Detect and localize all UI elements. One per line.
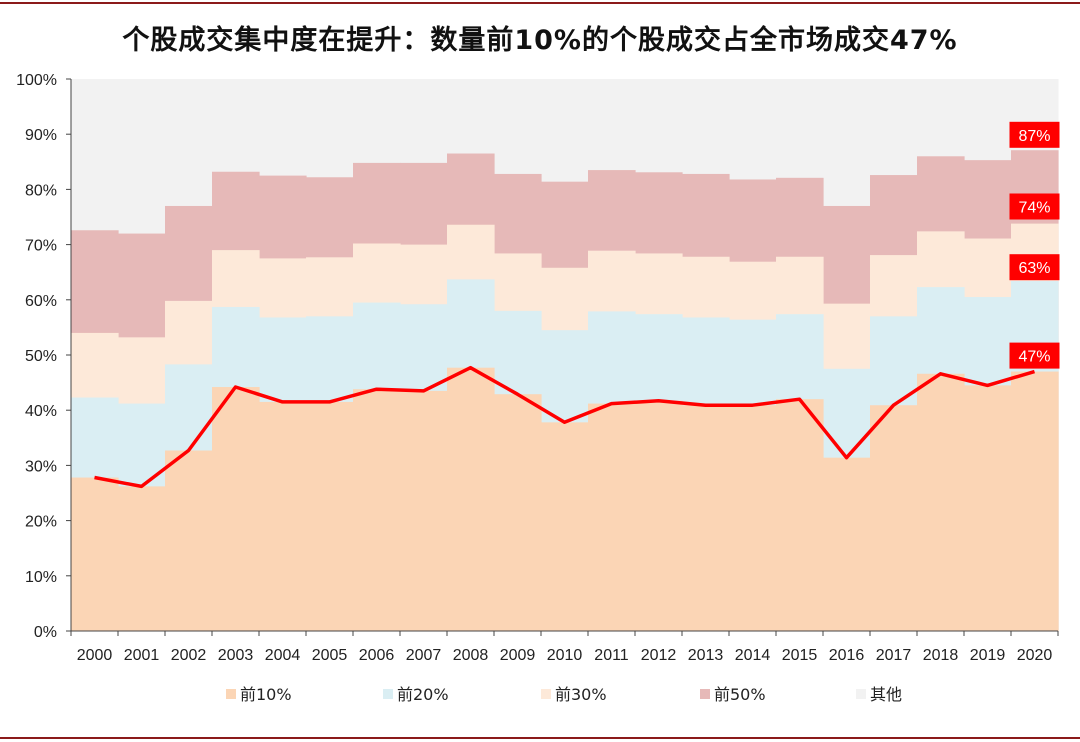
legend-label-top50: 前50%	[714, 685, 766, 704]
x-tick-label: 2013	[688, 647, 724, 664]
x-tick-label: 2012	[641, 647, 677, 664]
x-tick-label: 2005	[312, 647, 348, 664]
callout-label: 47%	[1018, 349, 1050, 366]
x-tick-label: 2009	[500, 647, 536, 664]
y-tick-label: 10%	[25, 569, 57, 586]
x-tick-label: 2003	[218, 647, 254, 664]
x-tick-label: 2007	[406, 647, 442, 664]
x-tick-label: 2017	[876, 647, 912, 664]
area-layer-top10	[71, 367, 1059, 631]
callout-box-1	[1009, 193, 1060, 220]
legend-label-other: 其他	[870, 685, 902, 704]
legend-label-top20: 前20%	[397, 685, 449, 704]
callout-label: 74%	[1018, 200, 1050, 217]
area-segment-top10-2002	[165, 450, 213, 631]
y-tick-label: 70%	[25, 238, 57, 255]
top-rule	[0, 2, 1080, 4]
area-segment-top10-2011	[588, 403, 636, 631]
area-segment-top10-2001	[118, 486, 166, 631]
x-tick-label: 2002	[171, 647, 207, 664]
x-tick-label: 2006	[359, 647, 395, 664]
y-tick-label: 20%	[25, 514, 57, 531]
x-tick-label: 2000	[77, 647, 113, 664]
legend-swatch-other	[856, 689, 866, 699]
callout-label: 63%	[1018, 260, 1050, 277]
area-segment-top10-2005	[306, 401, 354, 631]
legend-swatch-top10	[226, 689, 236, 699]
legend-swatch-top30	[541, 689, 551, 699]
area-segment-top10-2012	[635, 400, 683, 631]
area-segment-top10-2006	[353, 389, 401, 631]
legend-label-top10: 前10%	[240, 685, 292, 704]
x-tick-label: 2010	[547, 647, 583, 664]
x-tick-label: 2019	[970, 647, 1006, 664]
callout-box-2	[1009, 254, 1060, 281]
x-tick-label: 2014	[735, 647, 771, 664]
y-tick-label: 30%	[25, 458, 57, 475]
callout-box-3	[1009, 342, 1060, 369]
chart-title: 个股成交集中度在提升：数量前10%的个股成交占全市场成交47%	[122, 25, 958, 56]
bottom-rule	[0, 737, 1080, 739]
x-tick-label: 2015	[782, 647, 818, 664]
area-segment-top10-2000	[71, 477, 119, 631]
area-segment-top10-2018	[917, 373, 965, 631]
area-segment-top10-2007	[400, 390, 448, 631]
area-segment-top10-2019	[964, 385, 1012, 631]
y-tick-label: 80%	[25, 182, 57, 199]
legend-swatch-top20	[383, 689, 393, 699]
area-segment-top10-2013	[682, 405, 730, 631]
callout-label: 87%	[1018, 128, 1050, 145]
x-tick-label: 2008	[453, 647, 489, 664]
callout-box-0	[1009, 121, 1060, 148]
x-tick-label: 2004	[265, 647, 301, 664]
y-tick-label: 0%	[34, 624, 57, 641]
area-segment-top10-2015	[776, 399, 824, 631]
area-segment-top10-2004	[259, 401, 307, 631]
x-tick-label: 2016	[829, 647, 865, 664]
area-segment-top10-2017	[870, 405, 918, 631]
area-segment-top10-2010	[541, 422, 589, 631]
x-tick-label: 2018	[923, 647, 959, 664]
legend-swatch-top50	[700, 689, 710, 699]
x-tick-label: 2001	[124, 647, 160, 664]
area-segment-top10-2008	[447, 367, 495, 631]
y-tick-label: 90%	[25, 127, 57, 144]
y-tick-label: 40%	[25, 403, 57, 420]
x-tick-label: 2011	[594, 647, 629, 664]
area-segment-top10-2009	[494, 394, 542, 631]
y-tick-label: 60%	[25, 293, 57, 310]
area-segment-top10-2020	[1011, 371, 1059, 631]
y-tick-label: 100%	[16, 72, 57, 89]
area-segment-top10-2003	[212, 387, 260, 631]
x-tick-label: 2020	[1017, 647, 1053, 664]
area-segment-top10-2014	[729, 405, 777, 631]
area-segment-top10-2016	[823, 457, 871, 631]
y-tick-label: 50%	[25, 348, 57, 365]
legend-label-top30: 前30%	[555, 685, 607, 704]
